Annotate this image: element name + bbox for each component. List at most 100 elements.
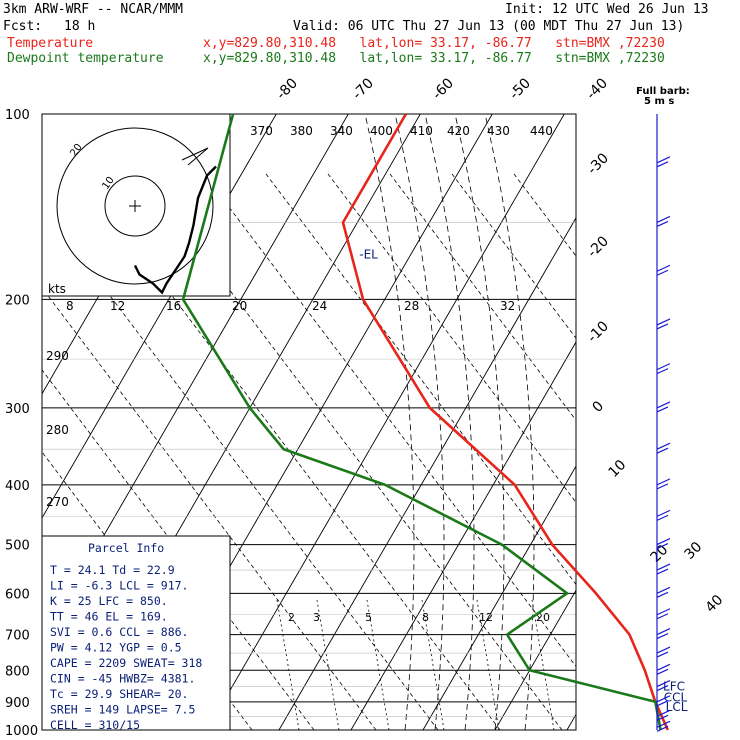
isotherm-label: 30 <box>682 539 706 563</box>
wind-barb <box>656 695 671 707</box>
dry-adiabat <box>389 173 576 421</box>
hodograph-speed-label: 28 <box>404 299 419 313</box>
wind-barb <box>656 363 671 375</box>
isotherm-label: -70 <box>350 75 377 102</box>
wind-barb <box>656 318 671 330</box>
isotherm-line <box>494 589 576 730</box>
pressure-label: 500 <box>5 539 30 554</box>
mixing-ratio-label: 5 <box>365 611 372 624</box>
level-annotation: CCL <box>664 691 688 705</box>
mixing-ratio-label: 3 <box>313 611 320 624</box>
wind-barb <box>656 563 671 575</box>
plot-frame <box>41 113 577 731</box>
dry-adiabat <box>265 173 576 586</box>
wind-barb <box>656 478 671 490</box>
hodograph-speed-label: 32 <box>500 299 515 313</box>
level-annotation: -EL <box>359 247 378 261</box>
isotherm-label: -20 <box>585 233 612 260</box>
moist-adiabat <box>484 114 535 730</box>
mixing-ratio-line <box>366 599 390 730</box>
theta-label: 410 <box>410 124 433 138</box>
wind-barb <box>656 608 671 620</box>
wind-barb <box>656 663 671 675</box>
theta-label: 340 <box>330 124 353 138</box>
isotherm-line <box>206 114 565 730</box>
wind-barb <box>656 215 671 228</box>
parcel-info-row: PW = 4.12 YGP = 0.5 <box>50 641 182 655</box>
mixing-ratio-label: 12 <box>479 611 493 624</box>
theta-label: 370 <box>250 124 273 138</box>
wind-barb <box>656 646 671 658</box>
valid-time: Valid: 06 UTC Thu 27 Jun 13 (00 MDT Thu … <box>293 19 685 34</box>
hodograph-kts-label: kts <box>48 282 66 296</box>
pressure-label: 800 <box>5 664 30 679</box>
forecast-label: Fcst: <box>3 19 43 34</box>
pressure-label: 1000 <box>5 724 38 739</box>
wind-barbs <box>656 114 671 732</box>
isotherm-line <box>639 114 740 730</box>
hodograph-ring <box>104 175 166 237</box>
wind-barb <box>656 538 671 550</box>
isotherm-line <box>422 465 576 730</box>
temperature-line <box>341 113 669 731</box>
isotherm-line <box>711 114 740 730</box>
mixing-ratio-label: 2 <box>288 611 295 624</box>
pressure-label: 100 <box>5 108 30 123</box>
pressure-label: 200 <box>5 293 30 308</box>
isotherm-label: -10 <box>585 318 612 345</box>
moist-adiabat <box>364 114 415 730</box>
mixing-ratio-line <box>421 599 445 730</box>
level-annotation: LCL <box>666 700 688 714</box>
isotherm-label: -40 <box>584 75 611 102</box>
hodograph-speed-label: 24 <box>312 299 327 313</box>
hodograph-ring <box>56 127 214 285</box>
dry-adiabat <box>0 174 4 730</box>
moist-adiabat <box>424 114 475 730</box>
mixing-ratio-label: 8 <box>422 611 429 624</box>
parcel-info-row: K = 25 LFC = 850. <box>50 594 168 608</box>
theta-label: 380 <box>290 124 313 138</box>
hodograph <box>41 113 231 297</box>
model-title: 3km ARW-WRF -- NCAR/MMM <box>3 2 184 17</box>
barb-legend-label: Full barb: <box>636 86 690 97</box>
pressure-label: 400 <box>5 479 30 494</box>
wind-barb <box>656 586 671 598</box>
isotherm-label: -50 <box>507 75 534 102</box>
hodograph-speed-label: 20 <box>232 299 247 313</box>
mixing-ratio-line <box>276 599 300 730</box>
temperature-location: x,y=829.80,310.48 lat,lon= 33.17, -86.77… <box>203 36 665 51</box>
wind-barb <box>656 679 671 692</box>
moist-adiabat <box>394 114 445 730</box>
pressure-label: 700 <box>5 629 30 644</box>
parcel-info-row: TT = 46 EL = 169. <box>50 610 168 624</box>
isotherm-line <box>566 713 576 730</box>
isotherm-label: 20 <box>648 542 672 566</box>
isotherm-label: -30 <box>585 150 612 177</box>
theta-label: 400 <box>370 124 393 138</box>
hodograph-trace <box>133 165 217 295</box>
parcel-info-row: CIN = -45 HWBZ= 4381. <box>50 672 195 686</box>
parcel-info-row: CELL = 310/15 <box>50 718 140 732</box>
wind-barb <box>656 628 671 640</box>
temperature-legend: Temperature <box>7 36 94 51</box>
parcel-info-box: Parcel Info T = 24.1 Td = 22.9 LI = -6.3 L… <box>41 535 231 732</box>
parcel-info-row: LI = -6.3 LCL = 917. <box>50 579 188 593</box>
init-time: Init: 12 UTC Wed 26 Jun 13 <box>505 2 709 17</box>
forecast-hour: 18 h <box>64 19 96 34</box>
parcel-info-row: CAPE = 2209 SWEAT= 318 <box>50 656 202 670</box>
parcel-info-title: Parcel Info <box>88 541 164 555</box>
mixing-ratio-line <box>476 599 500 730</box>
isotherm-line <box>350 341 576 730</box>
theta-label: 440 <box>530 124 553 138</box>
hodograph-speed-label: 8 <box>66 299 74 313</box>
isotherm-line <box>278 217 576 730</box>
pressure-label: 300 <box>5 402 30 417</box>
wind-barb <box>656 401 671 413</box>
theta-label: 430 <box>487 124 510 138</box>
isotherm-label: -80 <box>274 75 301 102</box>
mixing-ratio-label: 20 <box>536 611 550 624</box>
wind-barb <box>656 442 671 454</box>
dry-adiabat <box>513 173 576 257</box>
level-annotation: LFC <box>663 680 685 694</box>
